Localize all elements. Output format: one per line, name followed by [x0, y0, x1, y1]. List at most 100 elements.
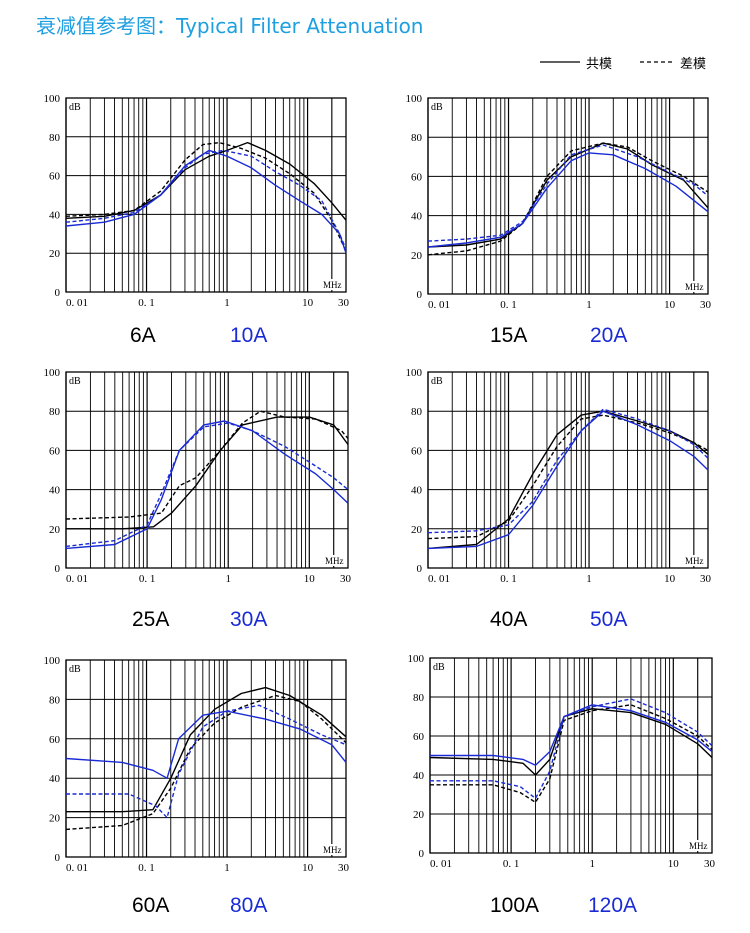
x-tick-label: 10: [664, 573, 676, 585]
series-line-b-solid: [427, 410, 709, 550]
series-line-a-dashed: [427, 142, 709, 256]
y-unit-label: dB: [69, 102, 81, 113]
x-tick-label: 10: [668, 858, 680, 870]
x-tick-label: 0. 01: [66, 573, 88, 585]
chart-panel-1: dB MHz 0 20 40 60 80 100 0. 01 0. 1 1 10 30: [44, 93, 350, 309]
y-unit-label: dB: [431, 376, 443, 387]
caption-series-b: 120A: [588, 894, 638, 917]
caption-series-a: 6A: [130, 324, 156, 347]
x-unit-label: MHz: [685, 556, 704, 566]
x-tick-label: 0. 1: [500, 573, 517, 585]
y-tick-label: 60: [411, 171, 423, 183]
caption-series-b: 30A: [230, 608, 268, 631]
x-tick-label: 1: [586, 299, 592, 311]
series-line-b-solid: [65, 420, 349, 550]
y-tick-label: 20: [411, 250, 423, 262]
y-tick-label: 80: [413, 692, 425, 704]
attenuation-chart-4: dB MHz 0 20 40 60 80 100 0. 01 0. 1 1 10 30: [406, 367, 712, 585]
y-tick-label: 40: [411, 485, 423, 497]
y-tick-label: 100: [44, 93, 61, 105]
y-tick-label: 0: [55, 852, 61, 864]
x-tick-label: 0. 1: [500, 299, 517, 311]
y-tick-label: 60: [49, 445, 61, 457]
y-unit-label: dB: [431, 102, 443, 113]
unit-label-bg: [429, 373, 448, 387]
chart-panel-6: dB MHz 0 20 40 60 80 100 0. 01 0. 1 1 10 30: [408, 653, 716, 870]
y-tick-label: 80: [49, 132, 61, 144]
series-line-b-solid: [65, 710, 347, 779]
series-line-a-dashed: [65, 694, 347, 831]
y-tick-label: 60: [49, 171, 61, 183]
legend-lines: [540, 61, 674, 63]
caption-series-a: 15A: [490, 324, 528, 347]
x-tick-label: 30: [340, 573, 352, 585]
y-tick-label: 40: [411, 211, 423, 223]
x-unit-label-bg: [684, 555, 706, 566]
x-unit-label-bg: [322, 844, 344, 855]
y-tick-label: 100: [44, 367, 61, 379]
x-unit-label: MHz: [323, 280, 342, 290]
y-tick-label: 80: [49, 694, 61, 706]
x-tick-label: 1: [224, 862, 230, 874]
y-tick-label: 40: [49, 485, 61, 497]
series-line-b-dashed: [65, 149, 347, 250]
x-tick-label: 0. 01: [66, 297, 88, 309]
x-tick-label: 10: [664, 299, 676, 311]
legend-solid-label: 共模: [586, 57, 613, 72]
attenuation-chart-3: dB MHz 0 20 40 60 80 100 0. 01 0. 1 1 10 30: [44, 367, 352, 585]
x-tick-label: 30: [338, 862, 350, 874]
y-tick-label: 40: [49, 209, 61, 221]
x-tick-label: 1: [225, 573, 231, 585]
x-unit-label-bg: [688, 840, 710, 851]
x-tick-label: 1: [589, 858, 595, 870]
chart-panel-3: dB MHz 0 20 40 60 80 100 0. 01 0. 1 1 10 30: [44, 367, 352, 585]
attenuation-chart-2: dB MHz 0 20 40 60 80 100 0. 01 0. 1 1 10 30: [406, 93, 712, 311]
x-tick-label: 0. 01: [430, 858, 452, 870]
y-tick-label: 80: [49, 406, 61, 418]
y-tick-label: 0: [55, 287, 61, 299]
x-tick-label: 10: [302, 297, 314, 309]
series-line-b-dashed: [66, 704, 347, 819]
series-line-b-dashed: [427, 144, 709, 242]
series-line-a-dashed: [65, 410, 349, 520]
caption-series-b: 80A: [230, 894, 268, 917]
y-tick-label: 40: [49, 773, 61, 785]
x-tick-label: 1: [586, 573, 592, 585]
x-tick-label: 30: [700, 299, 712, 311]
caption-series-a: 60A: [132, 894, 170, 917]
y-tick-label: 0: [417, 563, 423, 575]
y-tick-label: 20: [411, 524, 423, 536]
y-unit-label: dB: [69, 664, 81, 675]
y-tick-label: 20: [413, 809, 425, 821]
y-tick-label: 20: [49, 813, 61, 825]
caption-series-b: 50A: [590, 608, 628, 631]
x-tick-label: 0. 01: [428, 299, 450, 311]
series-line-b-dashed: [430, 698, 713, 800]
x-tick-label: 10: [304, 573, 316, 585]
x-tick-label: 30: [700, 573, 712, 585]
y-tick-label: 0: [419, 848, 425, 860]
y-tick-label: 60: [411, 445, 423, 457]
plot-frame: [65, 97, 347, 293]
attenuation-chart-5: dB MHz 0 20 40 60 80 100 0. 01 0. 1 1 10 30: [44, 655, 350, 874]
legend: 共模 差模: [540, 52, 720, 72]
y-tick-label: 100: [408, 653, 425, 665]
series-line-a-dashed: [430, 704, 713, 803]
y-tick-label: 0: [55, 563, 61, 575]
x-tick-label: 0. 1: [503, 858, 520, 870]
unit-label-bg: [431, 659, 450, 673]
y-tick-label: 0: [417, 289, 423, 301]
y-tick-label: 40: [413, 770, 425, 782]
x-tick-label: 0. 1: [138, 297, 155, 309]
caption-series-b: 20A: [590, 324, 628, 347]
caption-series-b: 10A: [230, 324, 268, 347]
chart-panel-4: dB MHz 0 20 40 60 80 100 0. 01 0. 1 1 10 30: [406, 367, 712, 585]
series-line-a-solid: [427, 142, 709, 248]
caption-series-a: 25A: [132, 608, 170, 631]
page-title: 衰减值参考图：Typical Filter Attenuation: [36, 14, 424, 38]
x-tick-label: 0. 01: [428, 573, 450, 585]
y-unit-label: dB: [69, 376, 81, 387]
caption-series-a: 40A: [490, 608, 528, 631]
x-tick-label: 0. 01: [66, 862, 88, 874]
x-unit-label: MHz: [689, 841, 708, 851]
